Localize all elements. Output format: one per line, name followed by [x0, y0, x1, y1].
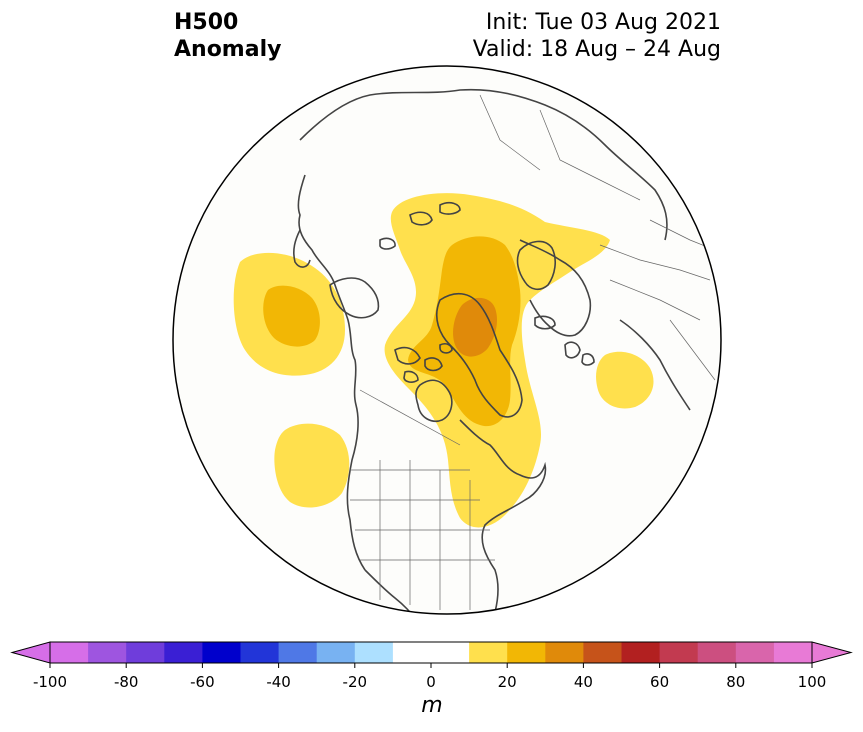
- colorbar-tick-label: -100: [32, 673, 68, 691]
- colorbar-tick-label: -40: [266, 673, 291, 691]
- map-dates: Init: Tue 03 Aug 2021 Valid: 18 Aug – 24…: [473, 9, 721, 63]
- colorbar-segment: [431, 642, 470, 663]
- anomaly-contours: [233, 193, 654, 528]
- colorbar-segment: [735, 642, 775, 663]
- colorbar-segment: [545, 642, 584, 663]
- colorbar-segment: [164, 642, 203, 663]
- colorbar-segment: [469, 642, 508, 663]
- colorbar-tick-label: -80: [113, 673, 139, 691]
- colorbar-segment: [621, 642, 661, 663]
- valid-range: Valid: 18 Aug – 24 Aug: [472, 37, 721, 62]
- anomaly-nepacific-20: [263, 285, 320, 347]
- borders: [350, 94, 716, 610]
- colorbar-segment: [659, 642, 699, 663]
- colorbar-tick-label: 100: [797, 673, 827, 691]
- colorbar-segment: [126, 642, 165, 663]
- title-line-type: Anomaly: [174, 37, 282, 62]
- colorbar-segment: [773, 642, 813, 663]
- colorbar-segments: [10, 641, 853, 664]
- colorbar-extend-over: [811, 641, 853, 664]
- colorbar-tick-label: -60: [190, 673, 215, 691]
- colorbar: [10, 641, 853, 668]
- globe-outline: [172, 65, 722, 615]
- colorbar-tick-label: 40: [573, 673, 593, 691]
- colorbar-segment: [354, 642, 394, 663]
- anomaly-europe-10: [596, 351, 654, 409]
- colorbar-segment: [240, 642, 280, 663]
- polar-map: [172, 65, 722, 615]
- colorbar-tick-label: 20: [497, 673, 517, 691]
- title-line-variable: H500: [174, 10, 239, 35]
- colorbar-segment: [697, 642, 737, 663]
- colorbar-segment: [316, 642, 356, 663]
- colorbar-segment: [88, 642, 127, 663]
- anomaly-ridge-30: [453, 297, 498, 357]
- colorbar-segment: [507, 642, 546, 663]
- colorbar-segment: [50, 642, 89, 663]
- colorbar-tick-label: -20: [342, 673, 368, 691]
- colorbar-extend-under: [10, 641, 51, 664]
- anomaly-cpacific-10: [274, 423, 350, 508]
- colorbar-tick-label: 80: [726, 673, 746, 691]
- map-title: H500 Anomaly: [174, 9, 281, 63]
- colorbar-tick-label: 60: [650, 673, 670, 691]
- colorbar-segment: [392, 642, 432, 663]
- colorbar-units: m: [421, 693, 443, 718]
- colorbar-tick-label: 0: [426, 673, 436, 691]
- colorbar-segment: [583, 642, 622, 663]
- colorbar-ticks: [49, 663, 813, 668]
- colorbar-segment: [202, 642, 241, 663]
- init-date: Init: Tue 03 Aug 2021: [485, 10, 721, 35]
- colorbar-segment: [278, 642, 318, 663]
